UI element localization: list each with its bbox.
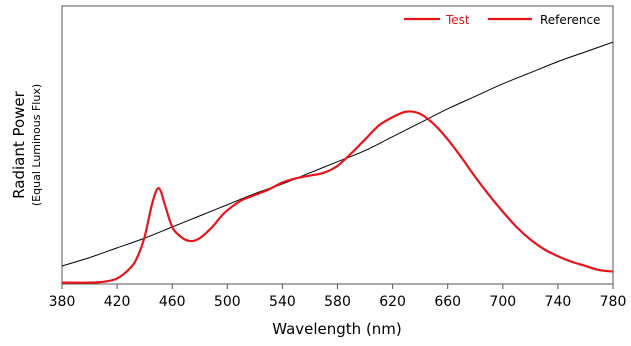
- x-tick-label-500: 500: [214, 294, 241, 310]
- x-axis-title: Wavelength (nm): [272, 320, 402, 338]
- y-axis-title: Radiant Power: [10, 90, 28, 199]
- x-tick-label-420: 420: [104, 294, 131, 310]
- x-tick-label-580: 580: [324, 294, 351, 310]
- x-tick-label-380: 380: [49, 294, 76, 310]
- x-tick-label-620: 620: [379, 294, 406, 310]
- x-tick-marks: [61, 284, 614, 289]
- x-tick-label-540: 540: [269, 294, 296, 310]
- plot-frame: [61, 5, 614, 285]
- legend-label-test: Test: [445, 13, 470, 27]
- x-tick-label-780: 780: [600, 294, 627, 310]
- x-tick-label-700: 700: [489, 294, 516, 310]
- x-tick-label-740: 740: [545, 294, 572, 310]
- x-tick-labels: 380 420 460 500 540 580 620 660 700 740 780: [49, 294, 627, 310]
- x-tick-label-660: 660: [434, 294, 461, 310]
- y-axis-subtitle: (Equal Luminous Flux): [30, 84, 43, 206]
- legend: Test Reference: [404, 13, 600, 27]
- series-line-reference: [62, 41, 613, 267]
- x-tick-label-460: 460: [159, 294, 186, 310]
- series-line-test: [62, 110, 613, 284]
- legend-label-reference: Reference: [540, 13, 600, 27]
